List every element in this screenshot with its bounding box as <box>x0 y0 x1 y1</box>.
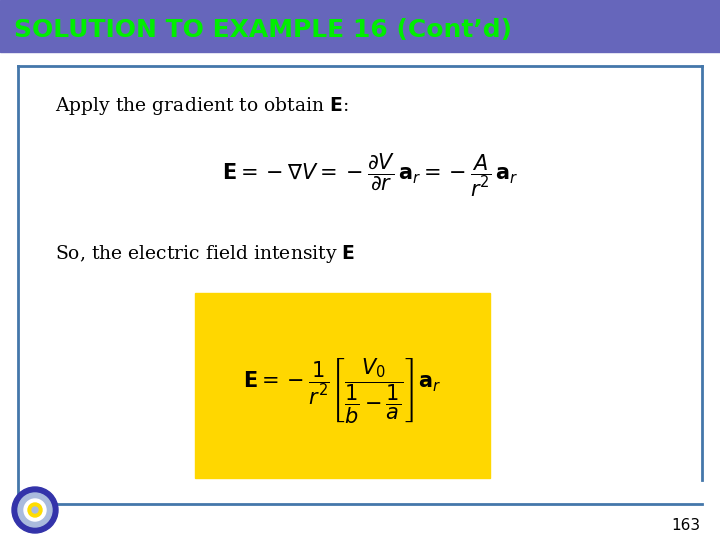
Circle shape <box>32 507 38 513</box>
Text: Apply the gradient to obtain $\mathbf{E}$:: Apply the gradient to obtain $\mathbf{E}… <box>55 95 348 117</box>
Circle shape <box>18 493 52 527</box>
Bar <box>195 293 490 478</box>
Circle shape <box>28 503 42 517</box>
Text: SOLUTION TO EXAMPLE 16 (Cont’d): SOLUTION TO EXAMPLE 16 (Cont’d) <box>14 18 512 42</box>
Circle shape <box>12 487 58 533</box>
Text: So, the electric field intensity $\mathbf{E}$: So, the electric field intensity $\mathb… <box>55 243 355 265</box>
Text: 163: 163 <box>671 518 700 534</box>
Text: $\mathbf{E} = -\nabla V = -\dfrac{\partial V}{\partial r}\,\mathbf{a}_r = -\dfra: $\mathbf{E} = -\nabla V = -\dfrac{\parti… <box>222 151 518 199</box>
Circle shape <box>24 499 46 521</box>
Text: $\mathbf{E} = -\dfrac{1}{r^2}\left[\dfrac{V_0}{\dfrac{1}{b}-\dfrac{1}{a}}\right]: $\mathbf{E} = -\dfrac{1}{r^2}\left[\dfra… <box>243 356 441 425</box>
Bar <box>0 0 720 52</box>
